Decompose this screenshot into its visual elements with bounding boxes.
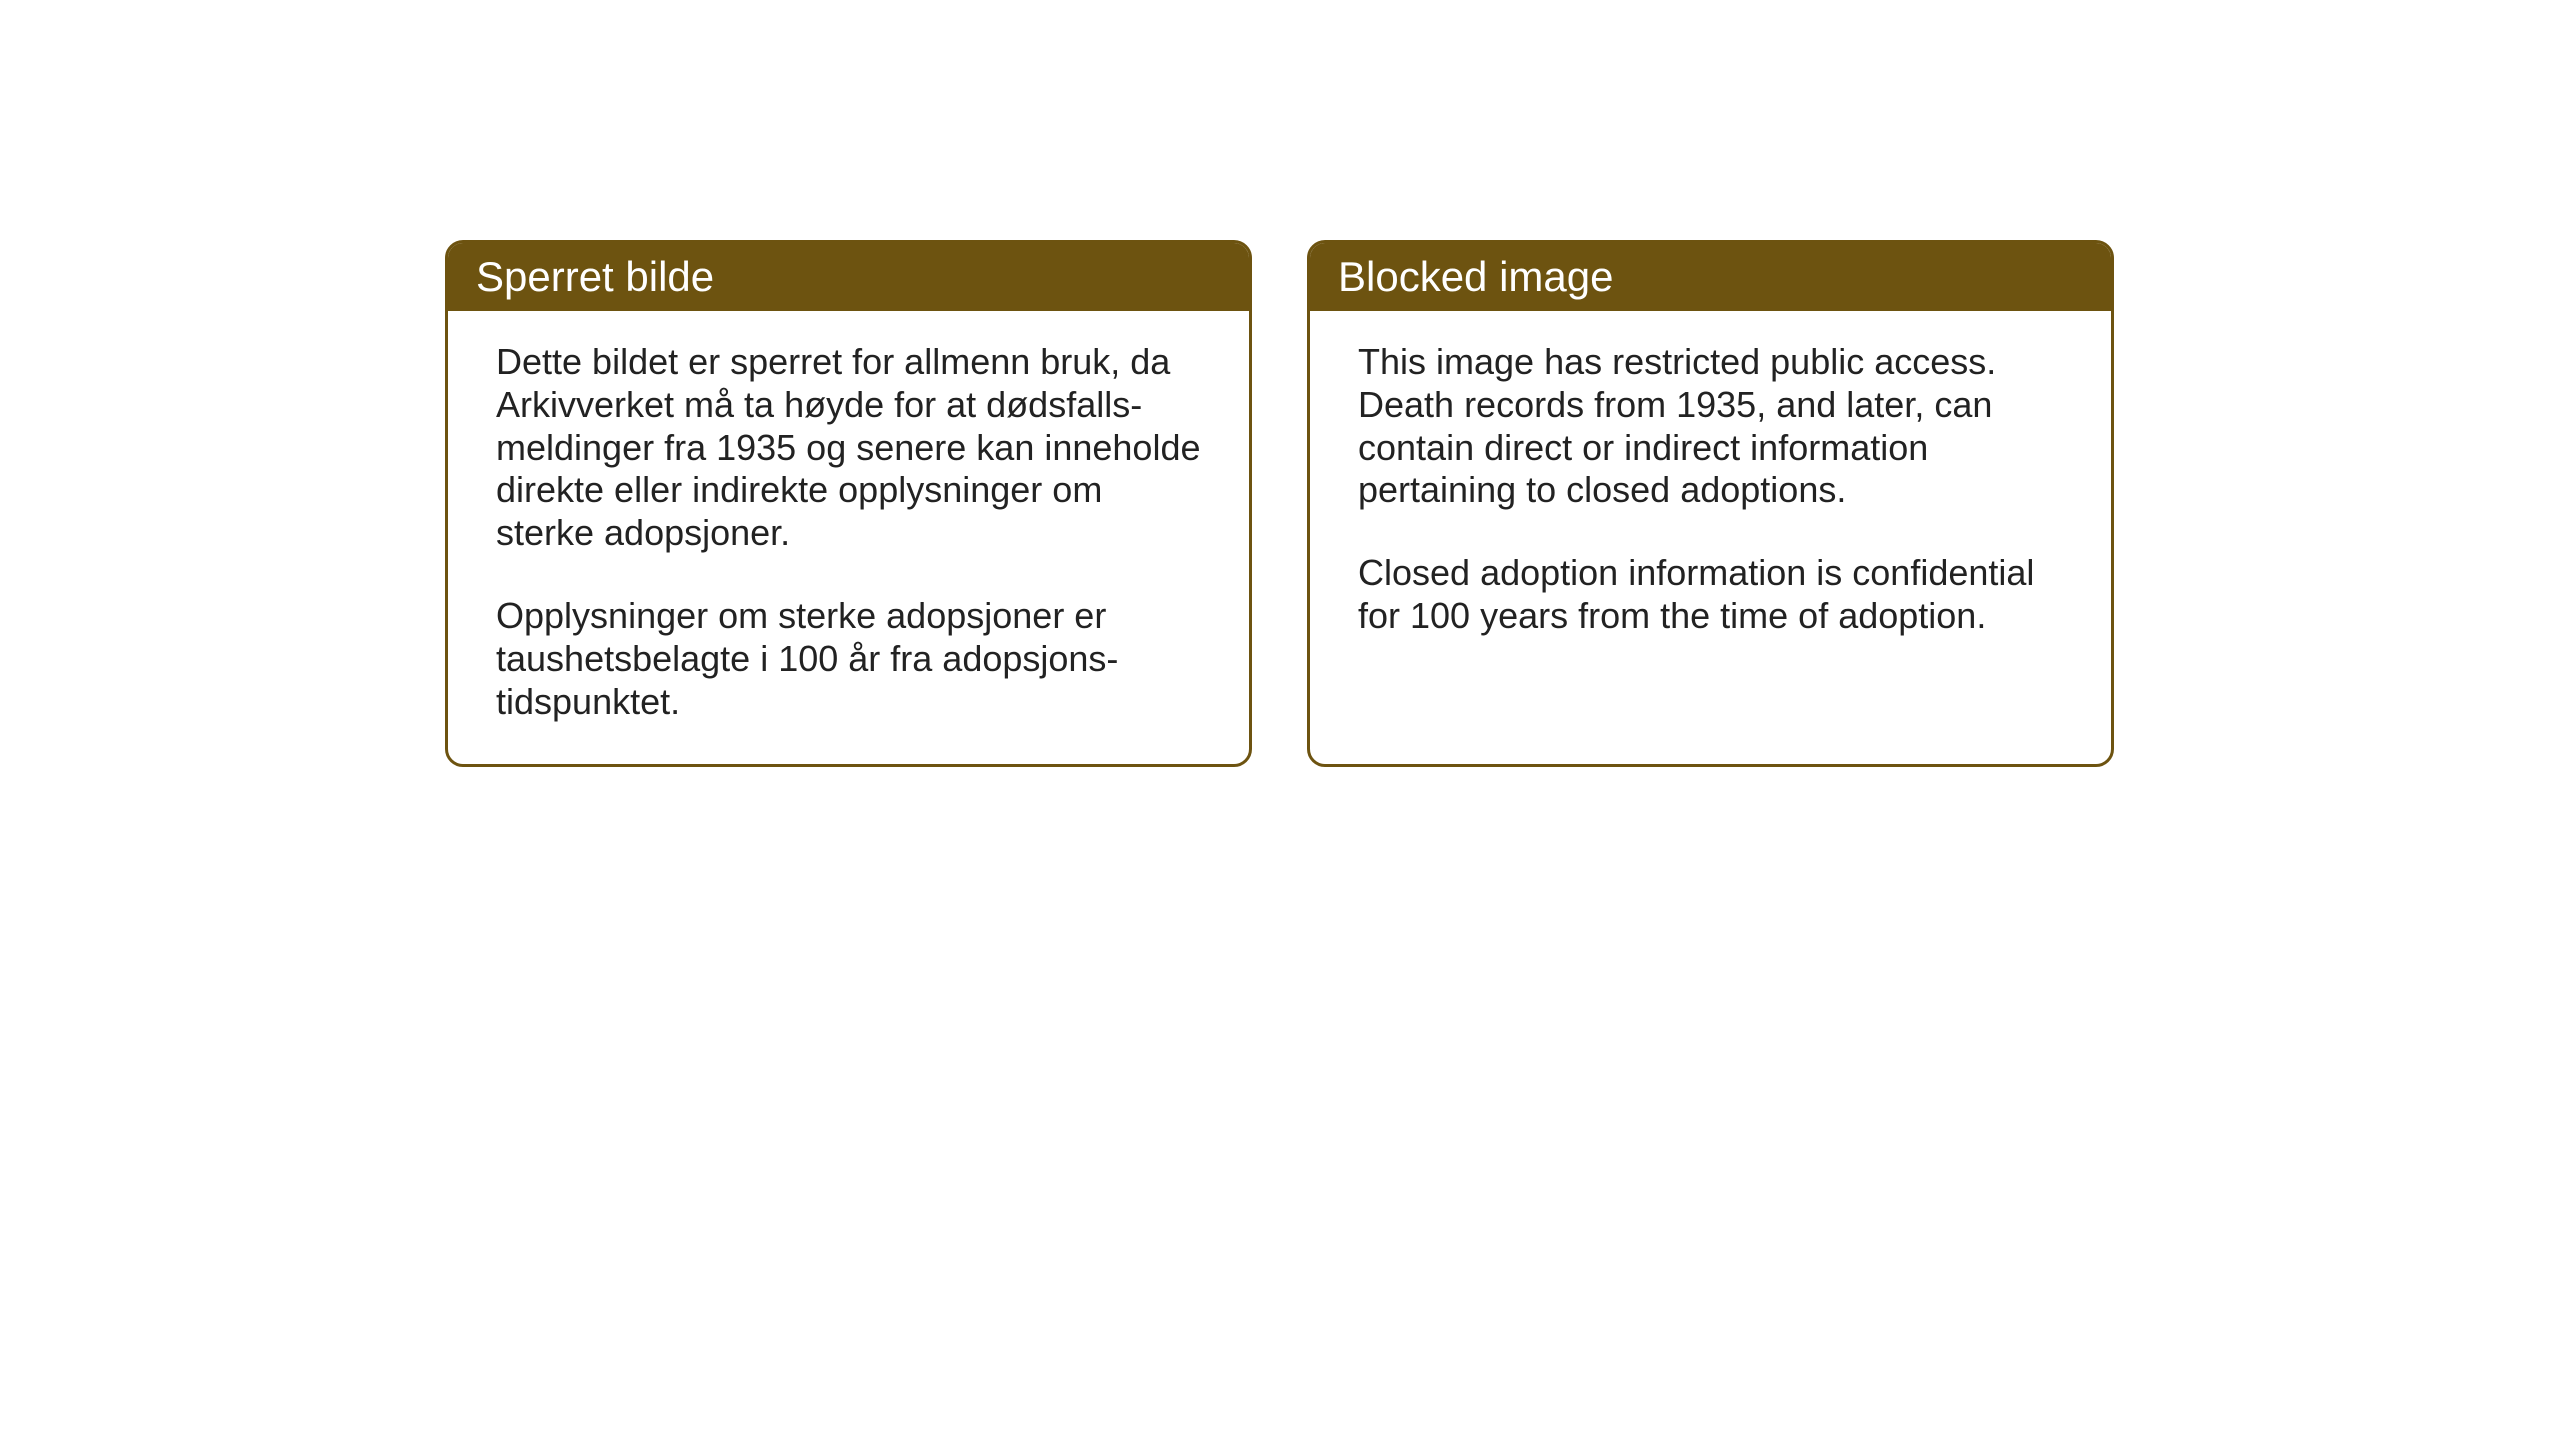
norwegian-info-card: Sperret bilde Dette bildet er sperret fo… — [445, 240, 1252, 767]
norwegian-card-body: Dette bildet er sperret for allmenn bruk… — [448, 311, 1249, 764]
norwegian-card-header: Sperret bilde — [448, 243, 1249, 311]
english-info-card: Blocked image This image has restricted … — [1307, 240, 2114, 767]
english-card-body: This image has restricted public access.… — [1310, 311, 2111, 741]
english-paragraph-1: This image has restricted public access.… — [1358, 341, 2063, 512]
norwegian-paragraph-2: Opplysninger om sterke adopsjoner er tau… — [496, 595, 1201, 723]
norwegian-header-title: Sperret bilde — [476, 253, 714, 300]
english-header-title: Blocked image — [1338, 253, 1613, 300]
english-paragraph-2: Closed adoption information is confident… — [1358, 552, 2063, 638]
info-cards-container: Sperret bilde Dette bildet er sperret fo… — [445, 240, 2114, 767]
english-card-header: Blocked image — [1310, 243, 2111, 311]
norwegian-paragraph-1: Dette bildet er sperret for allmenn bruk… — [496, 341, 1201, 555]
